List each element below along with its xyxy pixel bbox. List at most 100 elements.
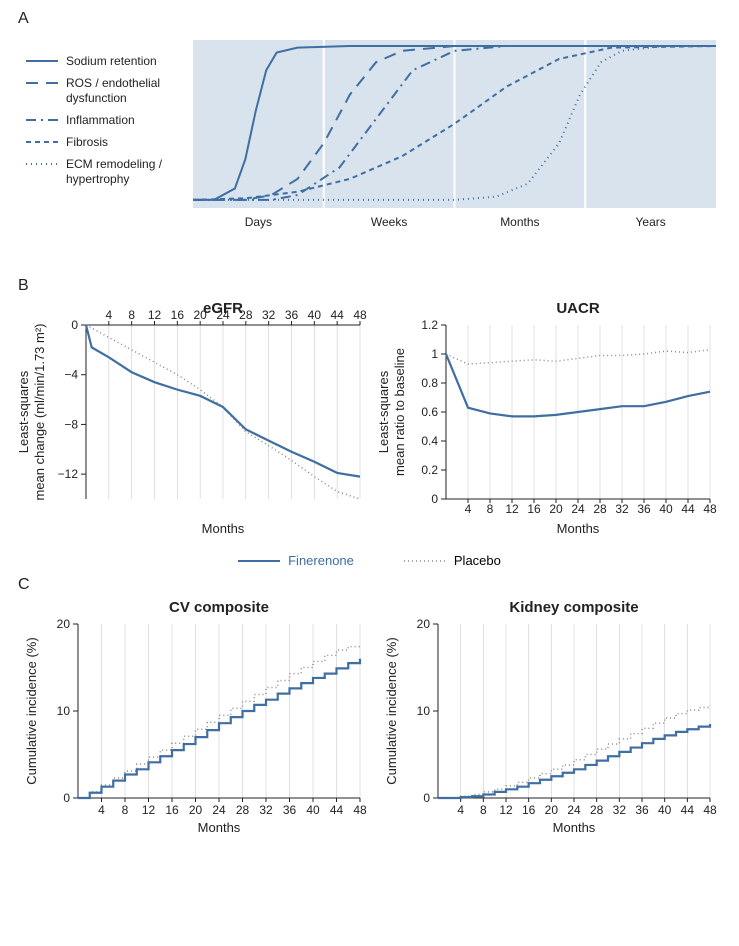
- svg-text:24: 24: [212, 803, 226, 817]
- svg-text:0: 0: [63, 791, 70, 805]
- svg-text:1.2: 1.2: [421, 318, 438, 332]
- svg-text:16: 16: [171, 308, 185, 322]
- svg-text:36: 36: [635, 803, 649, 817]
- svg-text:48: 48: [353, 803, 367, 817]
- svg-text:36: 36: [637, 502, 651, 516]
- svg-text:CV composite: CV composite: [169, 599, 269, 616]
- svg-text:48: 48: [703, 502, 717, 516]
- svg-text:20: 20: [545, 803, 559, 817]
- svg-text:20: 20: [57, 617, 71, 631]
- svg-text:12: 12: [148, 308, 162, 322]
- svg-text:44: 44: [681, 502, 695, 516]
- svg-text:Months: Months: [500, 215, 539, 229]
- svg-text:ECM remodeling /: ECM remodeling /: [66, 157, 163, 171]
- svg-text:Days: Days: [245, 215, 272, 229]
- shared-legend: Finerenone Placebo: [18, 553, 721, 568]
- svg-text:32: 32: [613, 803, 627, 817]
- egfr-chart: 0−4−8−124812162024283236404448eGFRLeast-…: [18, 299, 368, 539]
- legend-placebo: Placebo: [404, 553, 501, 568]
- svg-text:4: 4: [98, 803, 105, 817]
- svg-text:UACR: UACR: [556, 300, 599, 317]
- svg-text:−12: −12: [58, 467, 79, 481]
- svg-text:8: 8: [487, 502, 494, 516]
- svg-text:24: 24: [571, 502, 585, 516]
- svg-text:36: 36: [285, 308, 299, 322]
- svg-text:8: 8: [122, 803, 129, 817]
- svg-text:44: 44: [330, 803, 344, 817]
- svg-text:16: 16: [165, 803, 179, 817]
- svg-text:32: 32: [615, 502, 629, 516]
- svg-text:0: 0: [431, 492, 438, 506]
- svg-text:Fibrosis: Fibrosis: [66, 135, 108, 149]
- svg-text:16: 16: [527, 502, 541, 516]
- panel-a-chart: Days Weeks Months Years Sodium retention ROS …: [18, 32, 721, 242]
- svg-text:−4: −4: [64, 368, 78, 382]
- legend-finerenone-label: Finerenone: [288, 553, 354, 568]
- svg-text:40: 40: [308, 308, 322, 322]
- svg-text:ROS / endothelial: ROS / endothelial: [66, 76, 160, 90]
- panel-a-label: A: [18, 10, 721, 28]
- svg-text:48: 48: [703, 803, 717, 817]
- svg-text:mean ratio to baseline: mean ratio to baseline: [392, 348, 407, 476]
- svg-text:Cumulative incidence (%): Cumulative incidence (%): [24, 637, 39, 784]
- svg-text:−8: −8: [64, 417, 78, 431]
- svg-text:24: 24: [567, 803, 581, 817]
- svg-text:20: 20: [189, 803, 203, 817]
- svg-text:8: 8: [480, 803, 487, 817]
- svg-text:hypertrophy: hypertrophy: [66, 172, 129, 186]
- svg-text:Months: Months: [198, 820, 241, 835]
- svg-text:40: 40: [306, 803, 320, 817]
- svg-text:28: 28: [236, 803, 250, 817]
- svg-text:mean change (ml/min/1.73 m²): mean change (ml/min/1.73 m²): [32, 323, 47, 500]
- svg-text:16: 16: [522, 803, 536, 817]
- svg-text:12: 12: [499, 803, 513, 817]
- svg-text:8: 8: [128, 308, 135, 322]
- svg-text:Weeks: Weeks: [371, 215, 407, 229]
- svg-text:4: 4: [105, 308, 112, 322]
- panel-c-label: C: [18, 576, 721, 594]
- svg-text:40: 40: [659, 502, 673, 516]
- svg-text:44: 44: [330, 308, 344, 322]
- svg-text:36: 36: [283, 803, 297, 817]
- svg-text:Least-squares: Least-squares: [378, 370, 391, 453]
- uacr-chart: 00.20.40.60.811.24812162024283236404448U…: [378, 299, 718, 539]
- svg-text:Months: Months: [557, 521, 600, 536]
- svg-text:48: 48: [353, 308, 367, 322]
- svg-text:10: 10: [417, 704, 431, 718]
- svg-text:0: 0: [71, 318, 78, 332]
- svg-text:0.4: 0.4: [421, 434, 438, 448]
- svg-text:Inflammation: Inflammation: [66, 113, 135, 127]
- svg-text:Least-squares: Least-squares: [18, 370, 31, 453]
- svg-text:12: 12: [505, 502, 519, 516]
- svg-text:44: 44: [681, 803, 695, 817]
- svg-text:4: 4: [465, 502, 472, 516]
- svg-text:Months: Months: [553, 820, 596, 835]
- svg-text:40: 40: [658, 803, 672, 817]
- svg-text:Years: Years: [636, 215, 666, 229]
- svg-text:10: 10: [57, 704, 71, 718]
- svg-text:32: 32: [262, 308, 276, 322]
- svg-text:20: 20: [549, 502, 563, 516]
- panel-b-label: B: [18, 277, 721, 295]
- svg-text:1: 1: [431, 347, 438, 361]
- svg-text:0.2: 0.2: [421, 463, 438, 477]
- cv-composite-chart: 010204812162024283236404448CV compositeC…: [18, 598, 368, 838]
- svg-text:0.8: 0.8: [421, 376, 438, 390]
- legend-finerenone: Finerenone: [238, 553, 354, 568]
- svg-text:4: 4: [457, 803, 464, 817]
- svg-text:Cumulative incidence (%): Cumulative incidence (%): [384, 637, 399, 784]
- svg-text:eGFR: eGFR: [203, 300, 243, 317]
- svg-text:32: 32: [259, 803, 273, 817]
- svg-text:28: 28: [593, 502, 607, 516]
- figure-container: A Days Weeks Months Years Sodium retention RO…: [0, 0, 739, 856]
- svg-text:Sodium retention: Sodium retention: [66, 54, 157, 68]
- svg-text:0: 0: [423, 791, 430, 805]
- svg-text:Months: Months: [202, 521, 245, 536]
- svg-text:0.6: 0.6: [421, 405, 438, 419]
- legend-placebo-label: Placebo: [454, 553, 501, 568]
- svg-text:Kidney composite: Kidney composite: [509, 599, 638, 616]
- svg-text:28: 28: [590, 803, 604, 817]
- svg-text:12: 12: [142, 803, 156, 817]
- kidney-composite-chart: 010204812162024283236404448Kidney compos…: [378, 598, 718, 838]
- svg-text:20: 20: [417, 617, 431, 631]
